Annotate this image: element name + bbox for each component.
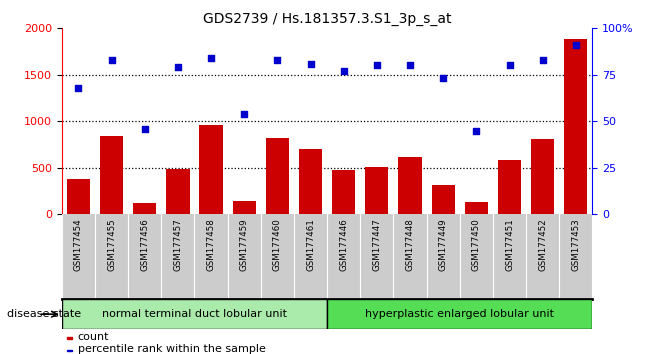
Bar xyxy=(62,299,327,329)
Text: GSM177456: GSM177456 xyxy=(140,218,149,271)
Bar xyxy=(531,139,554,214)
Bar xyxy=(67,179,90,214)
Point xyxy=(339,68,349,74)
Text: GSM177452: GSM177452 xyxy=(538,218,547,271)
Point xyxy=(538,57,548,63)
Point xyxy=(505,63,515,68)
Bar xyxy=(67,337,72,339)
Bar xyxy=(564,40,587,214)
Point xyxy=(106,57,117,63)
Text: GSM177449: GSM177449 xyxy=(439,218,448,271)
Point xyxy=(73,85,83,91)
Text: GSM177460: GSM177460 xyxy=(273,218,282,271)
Text: hyperplastic enlarged lobular unit: hyperplastic enlarged lobular unit xyxy=(365,309,554,319)
Text: normal terminal duct lobular unit: normal terminal duct lobular unit xyxy=(102,309,287,319)
Text: disease state: disease state xyxy=(7,309,81,319)
Text: GSM177453: GSM177453 xyxy=(572,218,580,271)
Text: GSM177448: GSM177448 xyxy=(406,218,415,271)
Bar xyxy=(398,156,422,214)
Point xyxy=(239,111,249,116)
Text: GSM177458: GSM177458 xyxy=(206,218,215,271)
Text: GSM177454: GSM177454 xyxy=(74,218,83,271)
Bar xyxy=(327,299,592,329)
Point xyxy=(438,76,449,81)
Bar xyxy=(133,203,156,214)
Bar xyxy=(166,169,189,214)
Bar xyxy=(498,160,521,214)
Text: GSM177451: GSM177451 xyxy=(505,218,514,271)
Bar xyxy=(232,201,256,214)
Bar xyxy=(266,138,289,214)
Text: GSM177459: GSM177459 xyxy=(240,218,249,271)
Bar xyxy=(199,125,223,214)
Bar xyxy=(432,185,455,214)
Title: GDS2739 / Hs.181357.3.S1_3p_s_at: GDS2739 / Hs.181357.3.S1_3p_s_at xyxy=(203,12,451,26)
Text: percentile rank within the sample: percentile rank within the sample xyxy=(77,344,266,354)
Point xyxy=(272,57,283,63)
Bar xyxy=(465,202,488,214)
Point xyxy=(405,63,415,68)
Text: GSM177446: GSM177446 xyxy=(339,218,348,271)
Bar xyxy=(100,136,123,214)
Bar xyxy=(299,149,322,214)
Point xyxy=(471,128,482,133)
Point xyxy=(372,63,382,68)
Text: GSM177450: GSM177450 xyxy=(472,218,481,271)
Text: GSM177455: GSM177455 xyxy=(107,218,116,271)
Point xyxy=(173,64,183,70)
Text: GSM177447: GSM177447 xyxy=(372,218,381,271)
Text: GSM177457: GSM177457 xyxy=(173,218,182,271)
Bar xyxy=(365,167,389,214)
Point xyxy=(305,61,316,67)
Bar xyxy=(332,170,355,214)
Text: GSM177461: GSM177461 xyxy=(306,218,315,271)
Text: count: count xyxy=(77,332,109,342)
Point xyxy=(571,42,581,48)
Point xyxy=(206,55,216,61)
Bar xyxy=(67,350,72,351)
Point xyxy=(139,126,150,131)
